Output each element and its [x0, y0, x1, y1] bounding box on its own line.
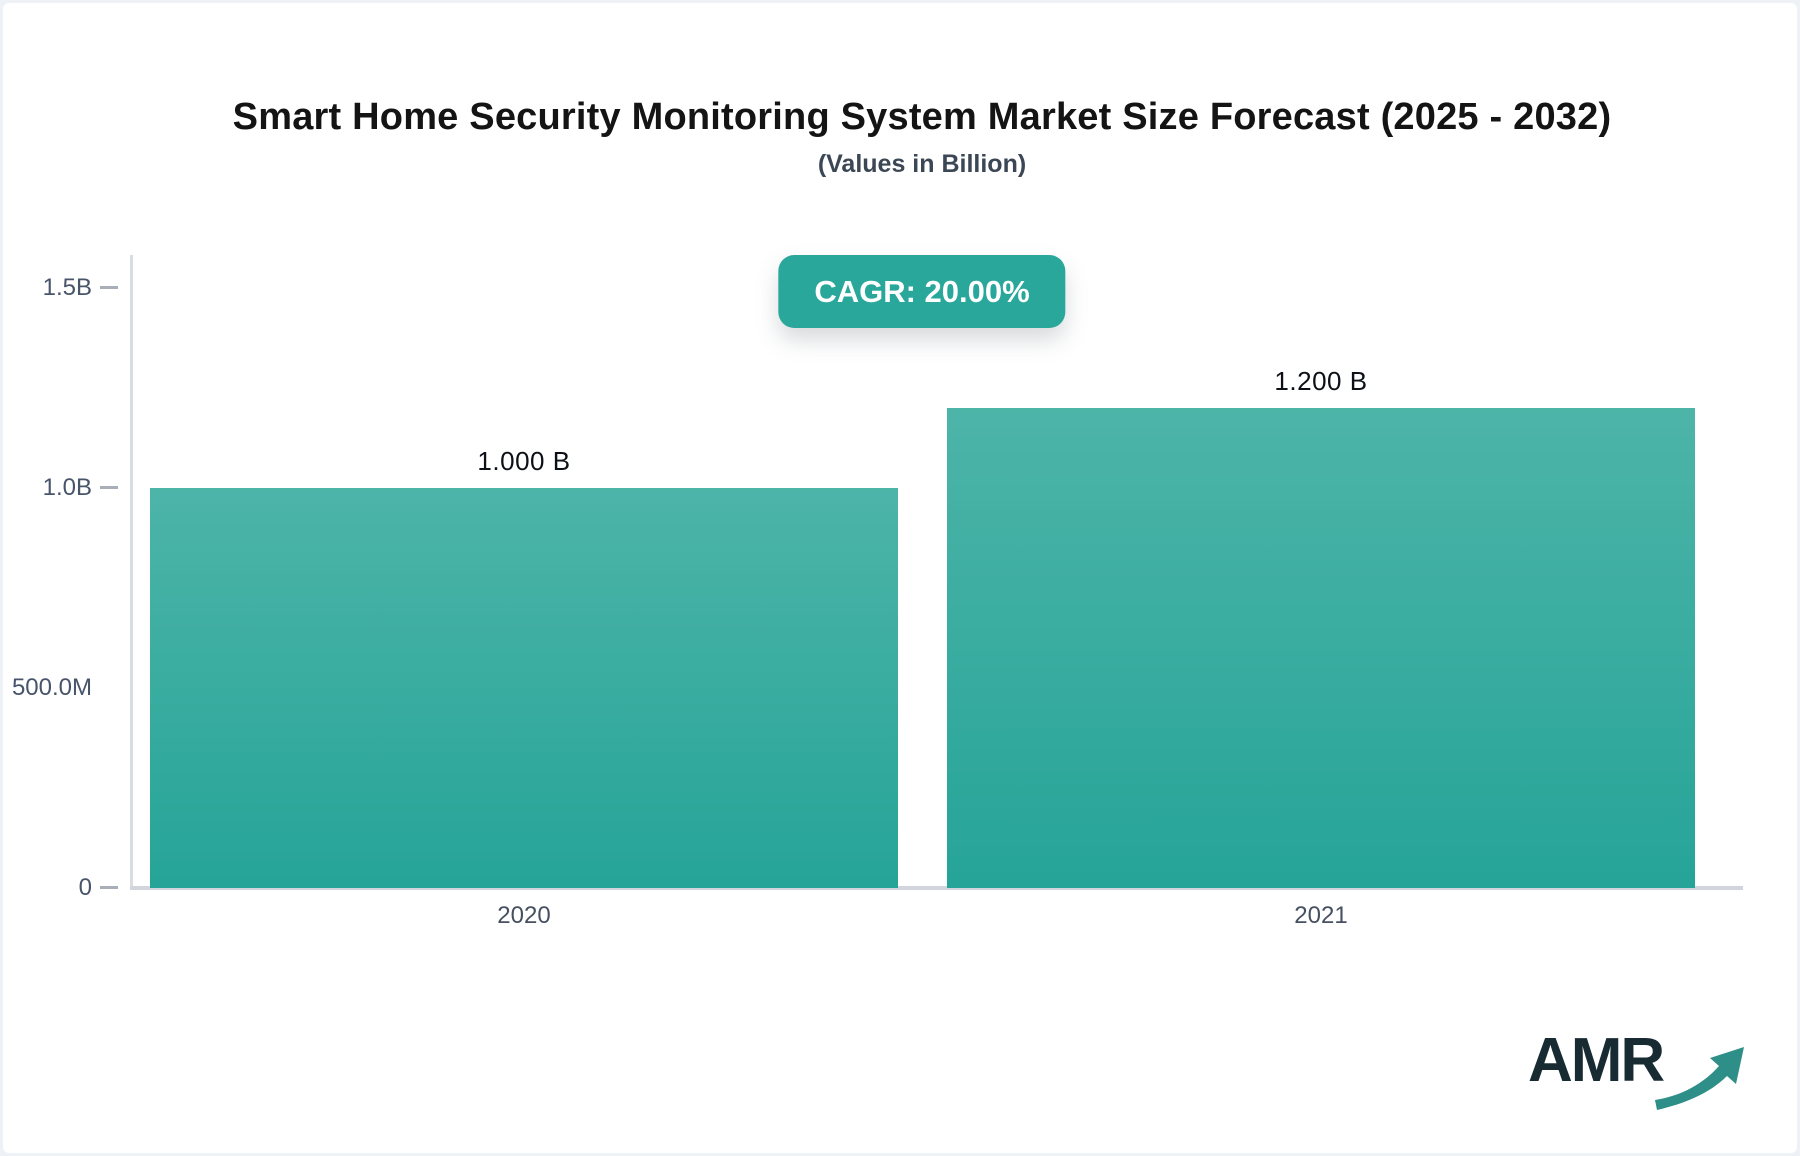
cagr-badge-label: CAGR: 20.00%	[814, 273, 1030, 309]
y-tick-label: 1.5B	[42, 274, 92, 301]
chart-title: Smart Home Security Monitoring System Ma…	[232, 96, 1612, 138]
bar-2020[interactable]	[150, 488, 898, 888]
bar-value-label: 1.000 B	[477, 446, 571, 476]
bar-value-label: 1.200 B	[1274, 366, 1368, 396]
cagr-badge: CAGR: 20.00%	[778, 255, 1066, 328]
x-category-label: 2020	[497, 902, 551, 929]
y-tick-mark	[100, 486, 118, 489]
y-tick-mark	[100, 886, 118, 889]
y-tick-label: 500.0M	[11, 674, 92, 701]
bar-2021[interactable]	[947, 408, 1695, 888]
x-axis-line	[130, 886, 1743, 890]
x-category-label: 2021	[1294, 902, 1348, 929]
amr-logo-text: AMR	[1528, 1026, 1665, 1095]
chart-card: Smart Home Security Monitoring System Ma…	[3, 3, 1797, 1153]
amr-logo: AMR	[1528, 1026, 1773, 1124]
y-axis-line	[130, 255, 133, 888]
y-tick-label: 0	[78, 874, 92, 901]
chart-subtitle: (Values in Billion)	[817, 150, 1027, 178]
y-tick-mark	[100, 286, 118, 289]
y-tick-label: 1.0B	[42, 474, 92, 501]
growth-arrow-icon	[1651, 1034, 1761, 1124]
